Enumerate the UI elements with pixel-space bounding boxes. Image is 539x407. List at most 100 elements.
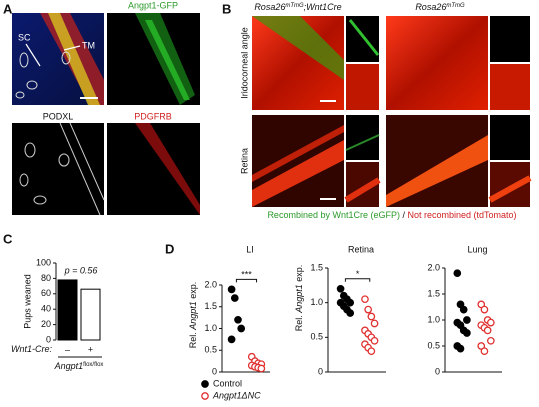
data-point	[463, 329, 471, 337]
panel-label: C	[3, 231, 13, 246]
y-tick-label: 1.5	[427, 288, 440, 298]
y-label-part: Rel.	[188, 330, 198, 349]
y-label-part: Angpt1	[188, 301, 198, 331]
row-label: Retina	[239, 148, 249, 174]
row-label: Iridocorneal angle	[239, 27, 249, 99]
y-tick-label: 1.5	[310, 262, 323, 272]
column-header: Rosa26mTmG;Wnt1Cre	[254, 2, 341, 12]
y-tick-label: 2.0	[204, 279, 217, 289]
suffix: ;Wnt1Cre	[304, 2, 342, 12]
row-label: Wnt1-Cre:	[11, 344, 53, 354]
arrow-label: TM	[82, 40, 95, 50]
allele: flox/flox	[83, 362, 103, 368]
arrow-label: SC	[18, 32, 31, 42]
y-label-part: exp.	[294, 265, 304, 285]
data-point	[230, 294, 239, 302]
x-tick-label: +	[88, 344, 93, 354]
data-point	[361, 295, 369, 304]
panel-a-images	[12, 13, 200, 216]
y-tick-label: 40	[41, 304, 51, 314]
y-tick-label: 1.0	[427, 314, 440, 324]
channel-label: Angpt1-GFP	[128, 0, 178, 10]
x-tick-label: –	[65, 344, 70, 354]
channel-label: PDGFRB	[134, 111, 172, 121]
y-tick-label: 20	[41, 319, 51, 329]
legend-marker	[201, 392, 209, 400]
caption-red: Not recombined (tdTomato)	[408, 210, 517, 220]
y-tick-label: 0	[46, 334, 51, 344]
data-point	[459, 305, 468, 314]
data-point	[456, 344, 465, 353]
gene: Rosa26	[254, 2, 285, 12]
allele: mTmG	[285, 3, 304, 9]
significance-bracket	[344, 278, 371, 282]
caption-sep: /	[400, 210, 408, 220]
allele: mTmG	[446, 3, 465, 9]
y-tick-label: 1.0	[204, 323, 217, 333]
y-axis-label: Pups weaned	[22, 274, 32, 329]
bar	[80, 288, 101, 341]
y-axis-label: Rel. Angpt1 exp.	[294, 265, 304, 332]
data-point	[237, 324, 246, 333]
data-point	[483, 326, 492, 335]
group-label: Angpt1flox/flox	[54, 361, 104, 371]
gene: Angpt1	[54, 361, 84, 371]
y-tick-label: 0.5	[310, 332, 323, 342]
data-point	[370, 319, 379, 328]
data-point	[257, 364, 266, 373]
data-point	[227, 285, 236, 294]
y-tick-label: 1.5	[204, 301, 217, 311]
data-point	[346, 309, 355, 317]
chart-title: Retina	[348, 244, 374, 254]
significance: *	[356, 269, 360, 279]
caption: Recombined by Wnt1Cre (eGFP) / Not recom…	[267, 210, 516, 220]
y-tick-label: 1.0	[310, 297, 323, 307]
data-point	[367, 347, 376, 356]
data-point	[336, 284, 345, 293]
significance-bracket	[235, 278, 258, 283]
y-tick-label: 0.5	[427, 340, 440, 350]
data-point	[480, 347, 489, 356]
data-point	[364, 305, 373, 314]
chart-title: Lung	[467, 244, 487, 254]
column-header: Rosa26mTmG	[415, 2, 465, 12]
data-point	[227, 335, 236, 344]
data-point	[346, 298, 355, 307]
y-tick-label: 80	[41, 273, 51, 283]
significance: ***	[241, 270, 252, 280]
data-point	[367, 312, 376, 321]
y-axis-label: Rel. Angpt1 exp.	[188, 282, 198, 349]
data-point	[453, 269, 462, 278]
panel-b-images	[252, 16, 532, 207]
y-label-part: Rel.	[294, 313, 304, 332]
bar	[57, 279, 78, 341]
arrow	[25, 43, 81, 67]
y-tick-label: 0.5	[204, 345, 217, 355]
annotation: p = 0.56	[64, 265, 98, 275]
data-point	[370, 336, 379, 345]
y-label-part: Angpt1	[294, 284, 304, 314]
panel-label: D	[165, 241, 174, 256]
data-point	[480, 305, 489, 314]
data-point	[486, 336, 495, 345]
data-point	[486, 318, 495, 327]
legend-label: Angpt1ΔNC	[212, 390, 261, 400]
channel-label: PODXL	[43, 111, 74, 121]
y-tick-label: 100	[36, 257, 51, 267]
y-label-part: exp.	[188, 282, 198, 302]
data-point	[463, 316, 471, 324]
y-tick-label: 0	[435, 366, 440, 376]
y-tick-label: 0	[318, 366, 323, 376]
panel-label: A	[3, 1, 13, 16]
gene: Rosa26	[415, 2, 446, 12]
legend-marker	[201, 380, 209, 388]
y-tick-label: 0	[212, 366, 217, 376]
legend-label: Control	[213, 378, 242, 388]
y-tick-label: 2.0	[427, 262, 440, 272]
row-label-text: Wnt1-Cre:	[11, 344, 53, 354]
chart-title: LI	[246, 244, 254, 254]
y-tick-label: 60	[41, 288, 51, 298]
panel-label: B	[222, 1, 231, 16]
caption-green: Recombined by Wnt1Cre (eGFP)	[267, 210, 400, 220]
